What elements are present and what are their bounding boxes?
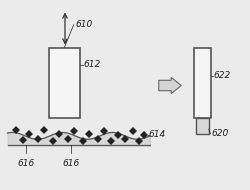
Bar (49, 48, 80, 118)
Text: 620: 620 (211, 129, 228, 139)
Text: 612: 612 (84, 60, 101, 69)
Text: 622: 622 (214, 71, 231, 81)
Text: 616: 616 (18, 159, 35, 168)
Bar (196, 118, 209, 134)
Text: 616: 616 (62, 159, 80, 168)
Bar (194, 48, 211, 118)
Text: 610: 610 (75, 20, 92, 29)
Text: 614: 614 (149, 130, 166, 139)
FancyArrow shape (159, 78, 181, 93)
